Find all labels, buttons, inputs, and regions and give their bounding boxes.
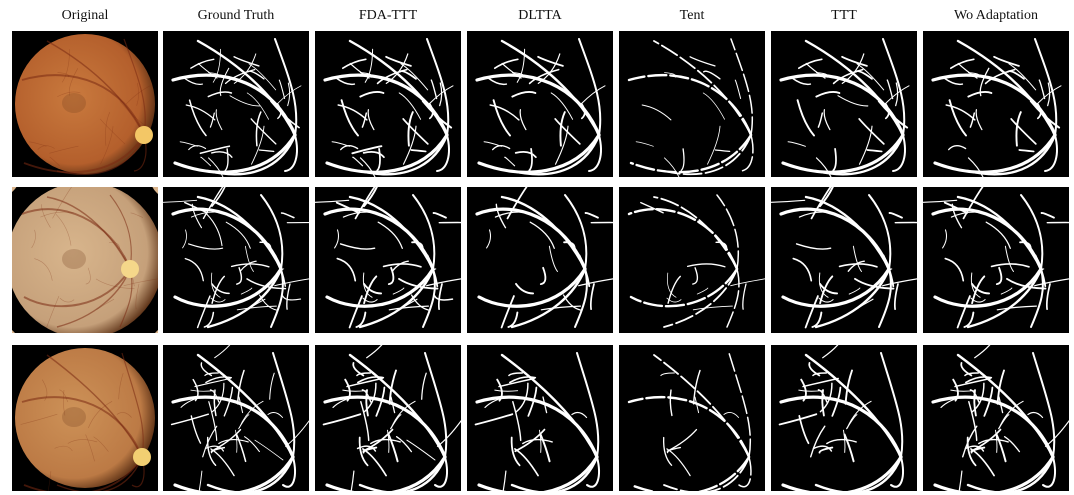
fundus-image-row1-original [12, 31, 158, 177]
vessel-tree [627, 38, 754, 177]
segmentation-mask-row2-ground-truth [163, 187, 309, 333]
vessel-tree [771, 187, 917, 329]
vessel-tree [923, 187, 1069, 329]
vessel-tree [474, 352, 600, 491]
column-header-dltta: DLTTA [518, 8, 562, 23]
segmentation-mask-row3-ttt [771, 345, 917, 491]
segmentation-mask-row1-ttt [771, 31, 917, 177]
optic-disc [121, 260, 139, 278]
column-header-original: Original [61, 8, 109, 23]
vessel-tree [931, 345, 1069, 491]
segmentation-mask-row3-ground-truth [163, 345, 309, 491]
fundus-disc [15, 348, 155, 488]
segmentation-mask-row3-dltta [467, 345, 613, 491]
segmentation-mask-row2-wo-adaptation [923, 187, 1069, 333]
vessel-tree [322, 345, 461, 491]
segmentation-mask-row3-fda-ttt [315, 345, 461, 491]
column-header-tent: Tent [679, 8, 705, 23]
vessel-tree [627, 194, 765, 328]
vessel-tree [171, 38, 302, 177]
vessel-tree [931, 38, 1062, 177]
segmentation-mask-row1-tent [619, 31, 765, 177]
vessel-tree [778, 345, 904, 491]
segmentation-mask-row2-ttt [771, 187, 917, 333]
vessel-tree [315, 187, 461, 329]
segmentation-mask-row1-wo-adaptation [923, 31, 1069, 177]
fundus-image-row2-original [12, 187, 158, 333]
vessel-tree [475, 187, 613, 329]
column-header-wo-adaptation: Wo Adaptation [953, 8, 1039, 23]
fundus-disc [15, 34, 155, 174]
vessel-tree [163, 187, 309, 329]
fundus-image-row3-original [12, 345, 158, 491]
vessel-tree [779, 38, 910, 177]
column-header-ttt: TTT [831, 8, 857, 23]
segmentation-mask-row1-ground-truth [163, 31, 309, 177]
segmentation-mask-row2-fda-ttt [315, 187, 461, 333]
vessel-tree [627, 352, 752, 491]
segmentation-mask-row1-dltta [467, 31, 613, 177]
column-header-fda-ttt: FDA-TTT [358, 8, 418, 23]
optic-disc [133, 448, 151, 466]
segmentation-mask-row2-tent [619, 187, 765, 333]
vessel-tree [323, 38, 454, 177]
segmentation-mask-row3-tent [619, 345, 765, 491]
fundus-disc [12, 187, 158, 333]
optic-disc [135, 126, 153, 144]
segmentation-mask-row2-dltta [467, 187, 613, 333]
segmentation-mask-row3-wo-adaptation [923, 345, 1069, 491]
vessel-tree [475, 38, 606, 176]
column-header-ground-truth: Ground Truth [197, 8, 275, 23]
segmentation-mask-row1-fda-ttt [315, 31, 461, 177]
vessel-tree [170, 345, 309, 491]
